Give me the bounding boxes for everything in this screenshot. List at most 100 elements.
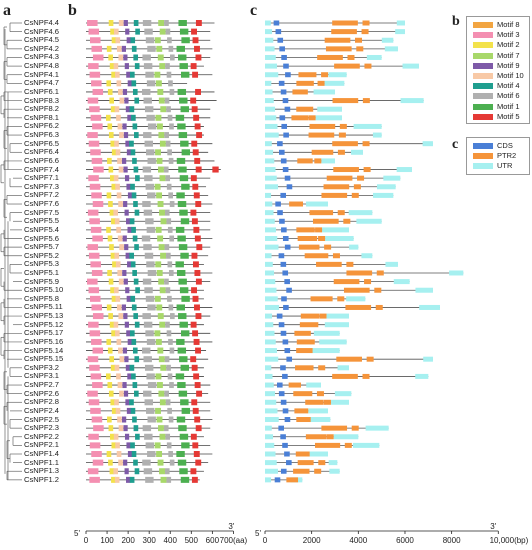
motif-block — [130, 71, 135, 78]
motif-block — [90, 226, 102, 233]
ptr2-block — [321, 425, 348, 431]
motif-block — [126, 183, 131, 190]
motif-block — [115, 295, 121, 302]
motif-block — [156, 269, 163, 276]
motif-block — [180, 218, 190, 225]
motif-block — [165, 287, 171, 294]
motif-block — [142, 278, 152, 285]
motif-block — [145, 71, 154, 78]
utr-block — [395, 29, 405, 35]
motif-block — [117, 416, 122, 423]
motif-block — [191, 140, 198, 147]
ptr2-block — [318, 460, 326, 466]
ptr2-block — [308, 115, 316, 121]
utr-block — [265, 29, 273, 35]
motif-block — [147, 382, 157, 389]
motif-block — [89, 183, 101, 190]
utr-block — [265, 304, 279, 310]
utr-block — [265, 175, 277, 181]
motif-block — [117, 269, 123, 276]
gene-label: CsNPF6.1 — [24, 86, 60, 96]
motif-block — [122, 157, 127, 164]
utr-block — [265, 330, 275, 336]
motif-block — [131, 451, 137, 457]
motif-block — [113, 468, 119, 475]
motif-block — [176, 269, 186, 276]
gene-label: CsNPF8.2 — [24, 104, 60, 114]
motif-block — [166, 252, 171, 259]
motif-block — [106, 80, 112, 87]
motif-block — [131, 338, 137, 345]
motif-block — [110, 399, 116, 406]
motif-block — [107, 88, 113, 95]
cds-block — [284, 244, 291, 250]
motif-block — [181, 183, 190, 190]
motif-block — [164, 244, 170, 251]
motif-block — [116, 373, 121, 380]
motif-block — [142, 201, 151, 208]
motif-block — [126, 71, 131, 78]
gene-legend-swatch — [473, 163, 493, 170]
ptr2-block — [310, 296, 333, 302]
ptr2-block — [291, 115, 309, 121]
motif-block — [109, 356, 115, 363]
motif-block — [179, 356, 188, 363]
cds-block — [280, 89, 287, 95]
motif-block — [178, 313, 187, 320]
motif-block — [159, 209, 165, 216]
motif-block — [108, 313, 113, 320]
utr-block — [396, 20, 405, 26]
utr-block — [299, 451, 328, 457]
motif-block — [169, 235, 175, 242]
utr-block — [265, 425, 272, 431]
motif-block — [90, 295, 101, 302]
motif-block — [131, 192, 137, 199]
motif-block — [131, 80, 137, 87]
cds-block — [286, 184, 293, 190]
cds-block — [282, 339, 289, 345]
motif-block — [131, 45, 137, 52]
motif-block — [157, 347, 164, 354]
ptr2-block — [286, 477, 299, 483]
ptr2-block — [300, 313, 320, 319]
motif-block — [165, 175, 171, 182]
motif-block — [154, 71, 161, 78]
utr-block — [361, 253, 373, 259]
motif-block — [157, 459, 164, 466]
gene-label: CsNPF5.10 — [24, 285, 64, 295]
motif-block — [175, 261, 184, 268]
motif-block — [165, 140, 171, 147]
cds-block — [278, 322, 285, 328]
utr-block — [265, 408, 278, 414]
gene-label: CsNPF5.12 — [24, 319, 64, 329]
motif-block — [146, 80, 156, 87]
motif-block — [132, 157, 137, 164]
utr-block — [265, 218, 275, 224]
gene-label: CsNPF7.4 — [24, 164, 60, 174]
ptr2-block — [314, 158, 322, 164]
utr-block — [306, 201, 328, 207]
motif-block — [122, 382, 127, 389]
motif-block — [176, 416, 186, 423]
utr-block — [321, 158, 335, 164]
motif-block — [195, 425, 202, 432]
utr-block — [337, 365, 349, 371]
utr-block — [328, 460, 338, 466]
motif-block — [106, 226, 111, 233]
motif-axis-tick-label: 300 — [143, 536, 157, 545]
motif-block — [179, 63, 188, 70]
motif-block — [87, 278, 98, 285]
motif-block — [145, 295, 155, 302]
motif-block — [88, 140, 100, 147]
motif-block — [194, 123, 201, 130]
cds-block — [282, 98, 289, 104]
utr-block — [306, 382, 321, 388]
motif-legend-swatch — [473, 62, 493, 69]
utr-block — [310, 348, 340, 354]
gene-label: CsNPF5.11 — [24, 302, 63, 312]
motif-block — [107, 235, 113, 242]
motif-block — [90, 114, 102, 121]
utr-block — [265, 261, 273, 267]
utr-block — [334, 391, 352, 397]
gene-label: CsNPF5.14 — [24, 345, 64, 355]
